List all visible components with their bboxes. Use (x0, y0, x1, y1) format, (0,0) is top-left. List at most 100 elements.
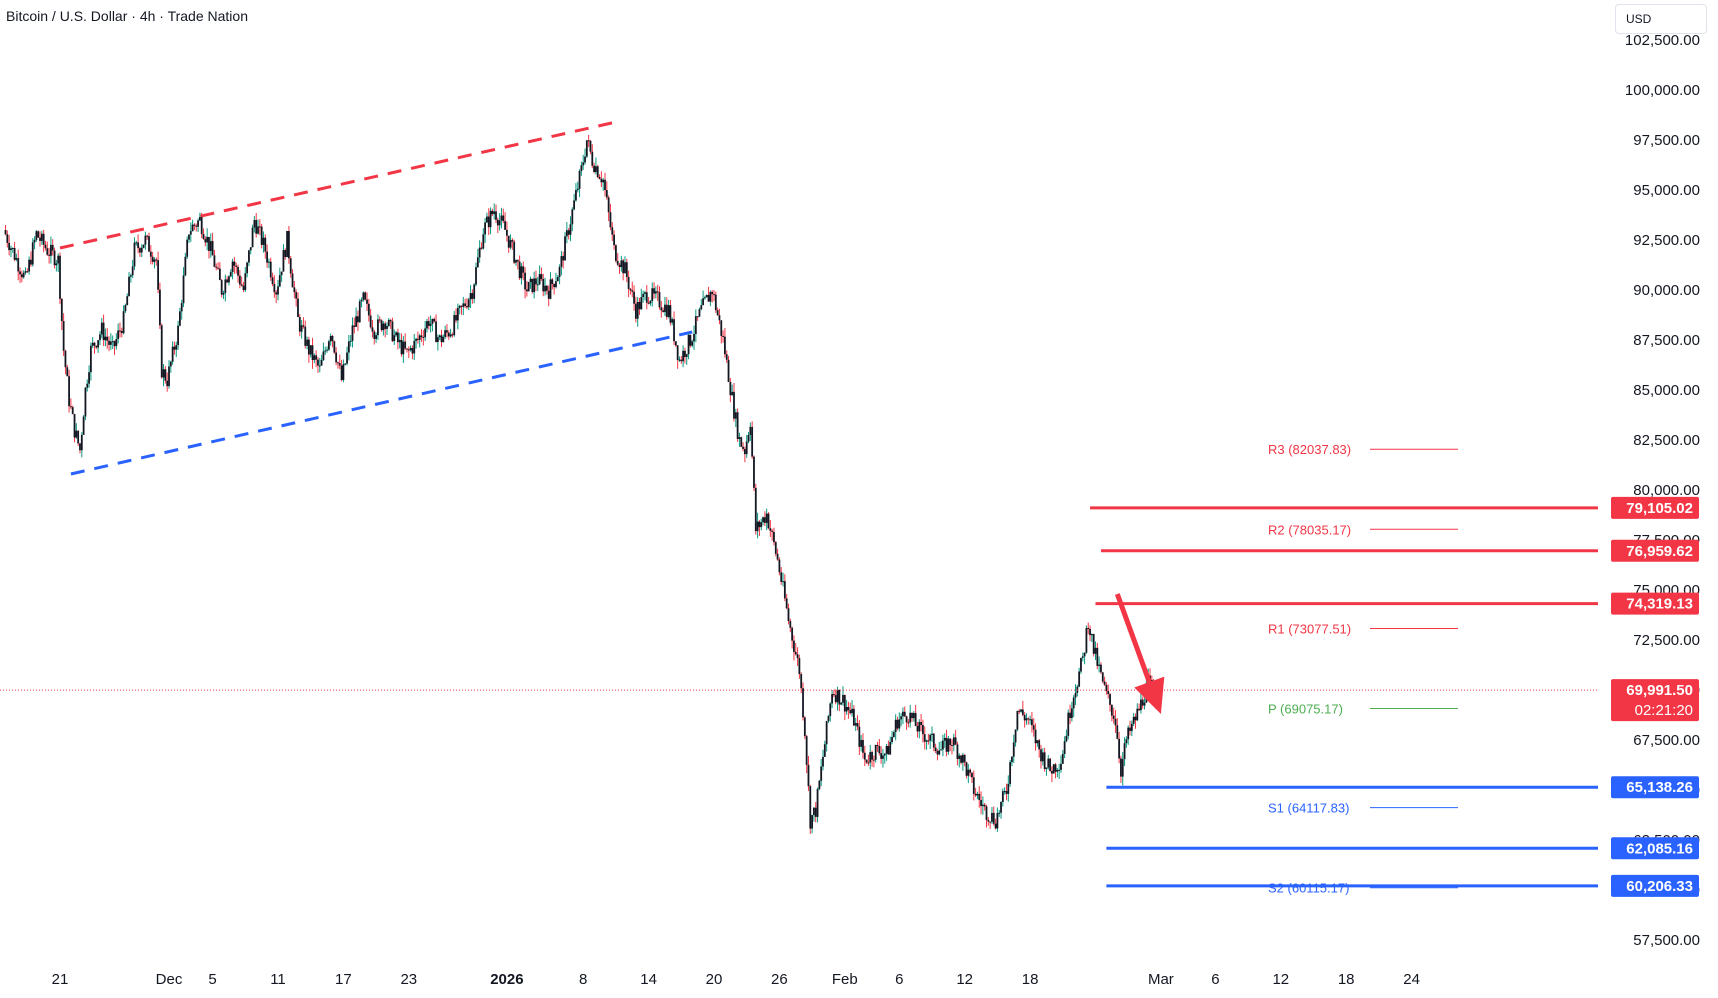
candle-body (86, 383, 89, 388)
candle-body (337, 362, 339, 364)
candle-body (213, 255, 216, 267)
candle-body (298, 317, 301, 332)
candle-body (905, 716, 908, 723)
candle-body (139, 248, 141, 253)
candle-body (947, 738, 950, 752)
currency-selector[interactable]: USD (1615, 4, 1707, 34)
candle-body (527, 282, 530, 292)
candle-body (4, 230, 7, 235)
candle-body (99, 334, 101, 341)
candle-body (980, 799, 982, 807)
candle-body (892, 732, 895, 738)
candle-body (773, 531, 775, 543)
forecast-arrow-head[interactable] (1134, 676, 1165, 714)
candle-body (264, 237, 267, 252)
candle-body (880, 753, 883, 759)
candle-body (636, 301, 639, 319)
candle-body (387, 319, 390, 326)
candle-body (506, 229, 508, 236)
candle-body (1021, 709, 1024, 715)
candle-body (120, 331, 123, 334)
candle-body (304, 326, 307, 346)
candle-body (693, 333, 695, 342)
candle-body (896, 719, 899, 729)
candle-body (1130, 723, 1133, 731)
candle-body (188, 234, 190, 240)
candles-layer (4, 134, 1155, 835)
candle-body (262, 237, 265, 245)
candle-body (838, 689, 841, 705)
candle-body (384, 323, 387, 329)
candle-body (729, 381, 732, 396)
candle-body (133, 242, 136, 267)
pivot-label: S1 (64117.83) (1268, 801, 1349, 816)
candle-body (1094, 647, 1097, 654)
candle-body (484, 222, 486, 235)
candle-body (51, 244, 54, 251)
candle-body (1085, 627, 1088, 653)
candle-body (791, 627, 794, 641)
candle-body (253, 220, 256, 228)
candle-body (246, 262, 249, 274)
candle-body (894, 719, 897, 733)
candle-body (446, 330, 448, 333)
candle-body (823, 744, 826, 757)
candle-body (611, 227, 614, 235)
candle-body (324, 350, 327, 352)
candle-body (1009, 762, 1012, 784)
time-tick-label: 2026 (490, 971, 523, 988)
candle-body (765, 513, 768, 523)
candle-body (1029, 719, 1031, 721)
candle-body (575, 190, 577, 201)
candle-body (931, 733, 933, 735)
candle-body (206, 236, 209, 243)
candle-body (622, 260, 625, 274)
support-label-2-bg (1611, 837, 1699, 860)
candle-body (972, 777, 975, 794)
candle-body (1100, 664, 1102, 673)
candle-body (228, 276, 230, 283)
candle-body (522, 266, 525, 273)
candle-body (634, 303, 637, 319)
pivot-label: R2 (78035.17) (1268, 522, 1351, 537)
candle-body (1120, 758, 1122, 777)
candle-body (426, 321, 428, 329)
candle-body (800, 674, 803, 689)
candle-body (1054, 764, 1057, 772)
candle-body (882, 755, 884, 759)
candle-body (803, 717, 806, 737)
candle-body (553, 283, 556, 288)
resistance-label-2-bg (1611, 539, 1699, 562)
candle-body (558, 266, 561, 278)
channel-layer (59, 120, 693, 476)
candle-body (1043, 752, 1046, 769)
candle-body (965, 762, 968, 776)
candle-body (751, 426, 754, 457)
forecast-arrow-shaft[interactable] (1114, 593, 1154, 687)
candle-body (604, 179, 606, 191)
candle-body (237, 266, 239, 276)
time-tick-label: 18 (1022, 971, 1039, 988)
candle-body (340, 365, 343, 380)
candle-body (680, 359, 683, 362)
candle-body (994, 823, 997, 829)
candle-body (404, 341, 407, 349)
candle-body (907, 722, 910, 724)
time-tick-label: 24 (1403, 971, 1420, 988)
candle-body (398, 339, 401, 343)
channel-top-line[interactable] (59, 120, 617, 250)
candle-body (1114, 718, 1117, 726)
candle-body (66, 367, 69, 377)
price-tick-label: 85,000.00 (1633, 382, 1700, 399)
candle-body (925, 740, 928, 742)
candle-body (738, 437, 741, 439)
candle-body (822, 756, 824, 767)
candle-body (180, 303, 183, 312)
candle-body (44, 244, 47, 249)
price-tick-label: 95,000.00 (1633, 182, 1700, 199)
candle-body (489, 210, 492, 228)
candle-body (184, 256, 187, 276)
channel-bottom-line[interactable] (70, 330, 693, 476)
candle-body (140, 247, 143, 253)
